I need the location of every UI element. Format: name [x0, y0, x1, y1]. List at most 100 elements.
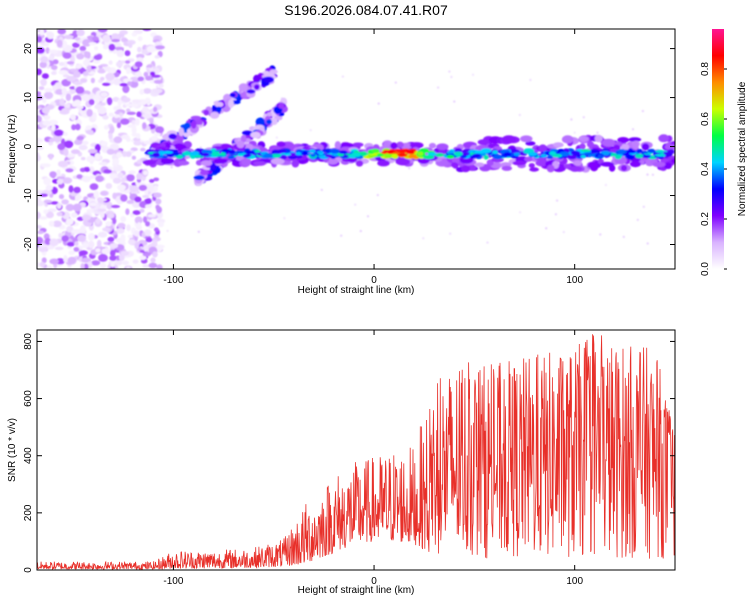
heat-cell: [79, 167, 86, 173]
heat-cell: [122, 151, 128, 157]
heat-cell: [86, 109, 93, 117]
heat-cell: [109, 173, 119, 180]
heat-cell: [49, 171, 57, 178]
heat-cell: [180, 124, 191, 129]
heat-cell: [524, 156, 533, 162]
heat-cell: [139, 89, 145, 95]
heat-cell: [113, 136, 123, 144]
heat-cell: [291, 159, 300, 168]
heat-cell: [48, 220, 55, 227]
heat-cell: [190, 155, 196, 159]
heat-cell: [122, 260, 129, 265]
heat-cell: [73, 139, 83, 145]
heat-cell: [503, 152, 512, 157]
heat-cell: [545, 227, 548, 230]
heat-cell: [153, 185, 159, 192]
heat-cell: [80, 156, 86, 161]
heat-cell: [334, 141, 341, 150]
heat-cell: [152, 251, 158, 258]
colorbar-tick-label: 0.0: [700, 262, 711, 276]
heat-cell: [567, 155, 577, 160]
heat-cell: [340, 234, 343, 237]
heat-cell: [103, 169, 112, 174]
heat-cell: [579, 143, 586, 150]
heat-cell: [579, 137, 589, 142]
heat-cell: [77, 234, 87, 242]
heat-cell: [48, 153, 53, 160]
heat-cell: [106, 201, 113, 210]
heat-cell: [124, 50, 131, 57]
heat-cell: [213, 158, 228, 164]
heat-cell: [37, 225, 42, 229]
x-tick-label: -100: [163, 576, 183, 587]
heat-cell: [320, 188, 323, 192]
heat-cell: [409, 142, 424, 149]
heat-cell: [114, 260, 123, 266]
heat-cell: [58, 70, 69, 75]
heat-cell: [654, 153, 666, 157]
y-tick-label: -10: [23, 188, 34, 203]
heat-cell: [43, 199, 53, 204]
heat-cell: [309, 129, 312, 132]
heat-cell: [121, 177, 126, 184]
heat-cell: [150, 257, 156, 263]
heat-cell: [599, 233, 602, 236]
heat-cell: [92, 112, 97, 120]
heat-cell: [203, 109, 210, 116]
y-tick-label: 200: [23, 504, 34, 521]
heat-cell: [453, 100, 456, 103]
heat-cell: [96, 239, 102, 248]
heat-cell: [508, 149, 520, 153]
heat-cell: [341, 75, 345, 78]
heat-cell: [394, 81, 397, 84]
heat-cell: [120, 234, 126, 242]
heat-cell: [152, 152, 161, 158]
heat-cell: [52, 220, 62, 228]
heat-cell: [102, 115, 109, 120]
heat-cell: [471, 73, 475, 77]
heat-cell: [63, 61, 68, 69]
heat-cell: [154, 227, 159, 232]
heat-cell: [137, 36, 143, 42]
heat-cell: [125, 60, 131, 64]
heat-cell: [266, 112, 272, 117]
colorbar-gradient: [712, 29, 724, 269]
heat-cell: [143, 245, 149, 252]
snr-panel: -100 0 100 0 200 400 600 800 Height of straight…: [7, 329, 676, 596]
heat-cell: [87, 148, 98, 154]
heat-cell: [89, 175, 96, 180]
heat-cell: [122, 85, 130, 94]
heat-cell: [87, 65, 92, 73]
heat-cell: [166, 152, 175, 158]
heat-cell: [127, 81, 133, 86]
heat-cell: [149, 118, 154, 124]
heat-cell: [112, 158, 120, 165]
heat-cell: [66, 241, 75, 247]
heat-cell: [63, 148, 69, 157]
heat-cell: [109, 255, 117, 261]
heat-cell: [263, 76, 274, 83]
heat-cell: [417, 151, 424, 156]
heat-cell: [85, 125, 93, 132]
heat-cell: [395, 157, 409, 166]
heat-cell: [41, 73, 49, 79]
heat-cell: [108, 43, 116, 51]
heat-cell: [153, 177, 160, 182]
heat-cell: [492, 154, 503, 160]
heat-cell: [112, 97, 120, 102]
heat-cell: [116, 200, 123, 205]
heat-cell: [66, 225, 74, 233]
heat-cell: [200, 160, 213, 167]
heat-cell: [371, 148, 380, 153]
heat-cell: [158, 221, 164, 228]
heat-cell: [477, 139, 490, 146]
heat-cell: [56, 212, 63, 217]
heat-cell: [153, 132, 161, 137]
heat-cell: [95, 218, 101, 225]
heat-cell: [38, 86, 45, 90]
heat-cell: [76, 135, 85, 141]
heat-cell: [147, 185, 155, 191]
heat-cell: [143, 88, 152, 94]
